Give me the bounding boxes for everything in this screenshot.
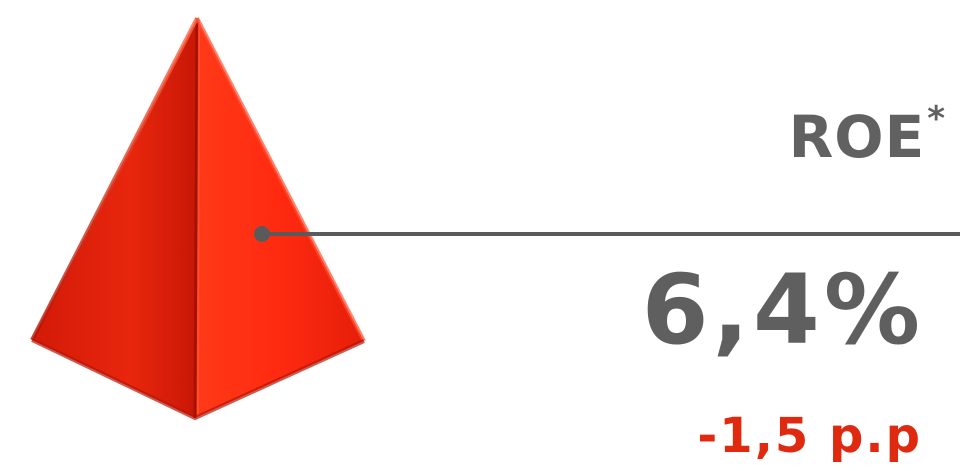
callout-dot xyxy=(254,226,270,242)
metric-change: -1,5 p.p xyxy=(697,408,922,464)
metric-value: 6,4% xyxy=(641,254,924,366)
metric-label-asterisk: * xyxy=(927,99,946,139)
pyramid-left-face xyxy=(32,18,197,418)
metric-label: ROE* xyxy=(789,102,946,166)
pyramid-right-face xyxy=(195,18,364,418)
pyramid-ridge xyxy=(193,17,199,419)
metric-label-text: ROE xyxy=(788,103,926,171)
